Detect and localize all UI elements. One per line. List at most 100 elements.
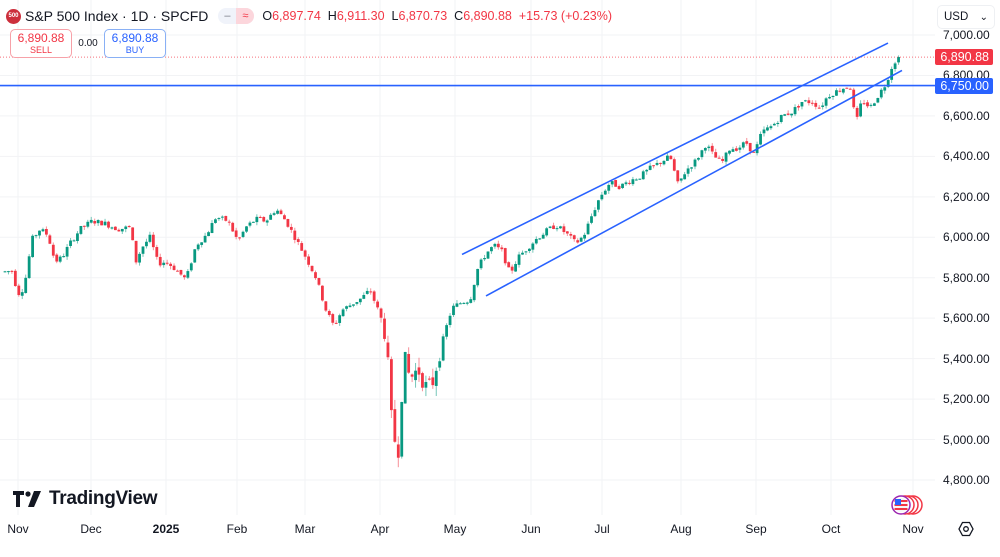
- candle-up: [145, 241, 148, 247]
- candle-down: [376, 301, 379, 308]
- candle-up: [893, 63, 897, 70]
- candle-up: [38, 230, 41, 236]
- candle-up: [41, 229, 45, 232]
- candle-up: [638, 178, 642, 180]
- candle-up: [528, 248, 531, 251]
- candle-down: [714, 152, 718, 158]
- sell-button[interactable]: 6,890.88 SELL: [10, 29, 72, 58]
- candle-down: [234, 230, 238, 237]
- candle-up: [141, 246, 145, 254]
- candle-down: [569, 234, 573, 236]
- candle-down: [48, 235, 52, 244]
- candle-down: [227, 221, 231, 223]
- candle-down: [672, 159, 676, 171]
- candle-up: [220, 216, 224, 218]
- candle-down: [417, 367, 421, 375]
- candle-up: [120, 228, 124, 232]
- candle-up: [869, 104, 873, 106]
- time-tick-label: Nov: [902, 522, 924, 536]
- candle-up: [276, 210, 279, 214]
- candle-down: [45, 229, 48, 235]
- candle-down: [331, 314, 335, 323]
- candle-down: [669, 155, 673, 160]
- buy-button[interactable]: 6,890.88 BUY: [104, 29, 166, 58]
- candle-up: [20, 292, 24, 296]
- candle-down: [286, 219, 290, 227]
- time-tick-label: Jul: [594, 522, 610, 536]
- candle-down: [721, 158, 724, 161]
- candle-up: [124, 226, 128, 230]
- chart-type-toggle[interactable]: – ≈: [218, 8, 255, 24]
- horizontal-line-price-tag[interactable]: 6,750.00: [935, 78, 993, 94]
- candle-up: [597, 200, 600, 210]
- candle-up: [835, 90, 838, 96]
- candle-up: [269, 214, 273, 220]
- candle-up: [255, 216, 259, 223]
- candle-up: [65, 246, 69, 257]
- candle-up: [210, 223, 214, 234]
- candle-up: [769, 126, 773, 129]
- candle-down: [317, 278, 321, 285]
- candle-up: [662, 160, 666, 165]
- candle-up: [193, 249, 197, 263]
- gear-icon[interactable]: [958, 521, 974, 537]
- chart-pane[interactable]: [0, 0, 935, 520]
- candle-down: [786, 113, 790, 115]
- candle-down: [814, 102, 818, 107]
- candle-up: [400, 401, 404, 457]
- candle-up: [355, 302, 359, 304]
- candle-down: [179, 269, 183, 275]
- candle-up: [738, 147, 742, 150]
- channel-lower-line[interactable]: [485, 69, 903, 297]
- us-flag-events-icon[interactable]: [889, 495, 923, 515]
- approx-icon[interactable]: ≈: [236, 8, 255, 24]
- candle-down: [293, 230, 297, 240]
- candle-up: [31, 235, 34, 258]
- candle-up: [697, 157, 700, 160]
- change-value: +15.73 (+0.23%): [518, 9, 612, 23]
- symbol-header: 500 S&P 500 Index · 1D · SPCFD – ≈ O6,89…: [6, 5, 612, 27]
- candle-down: [183, 275, 186, 278]
- candlestick-plot[interactable]: [0, 0, 935, 520]
- sell-price: 6,890.88: [17, 30, 65, 45]
- candle-down: [369, 291, 373, 293]
- candle-down: [390, 359, 393, 411]
- symbol-title[interactable]: S&P 500 Index · 1D · SPCFD: [25, 8, 209, 24]
- candle-up: [24, 277, 28, 294]
- candle-down: [807, 100, 811, 104]
- candle-down: [752, 151, 756, 153]
- candle-up: [493, 243, 497, 247]
- candle-up: [472, 284, 476, 301]
- channel-upper-line[interactable]: [461, 42, 889, 256]
- candle-up: [86, 221, 90, 227]
- candle-down: [507, 262, 511, 268]
- candle-down: [659, 162, 662, 164]
- candle-up: [876, 98, 880, 103]
- candle-up: [741, 142, 745, 148]
- candle-up: [707, 146, 711, 149]
- candle-down: [848, 88, 852, 90]
- candle-down: [165, 262, 169, 264]
- candle-up: [600, 194, 604, 200]
- candle-down: [158, 256, 162, 266]
- candle-up: [783, 114, 787, 116]
- candle-up: [648, 165, 652, 170]
- candle-up: [76, 233, 79, 242]
- low-value: 6,870.73: [398, 9, 448, 23]
- tradingview-logo[interactable]: TradingView: [13, 488, 158, 510]
- minus-icon[interactable]: –: [224, 10, 231, 22]
- candle-up: [27, 256, 31, 279]
- candle-up: [469, 299, 473, 303]
- candle-up: [445, 325, 448, 337]
- candle-up: [365, 290, 369, 294]
- candle-up: [424, 382, 428, 388]
- candle-down: [114, 226, 117, 231]
- brand-name: TradingView: [49, 488, 158, 509]
- candle-up: [779, 114, 783, 123]
- buy-price: 6,890.88: [111, 30, 159, 45]
- currency-select[interactable]: USD ⌄: [938, 6, 994, 28]
- candle-up: [441, 336, 445, 361]
- candle-up: [272, 213, 276, 215]
- candle-down: [327, 311, 331, 315]
- price-tick-label: 6,600.00: [943, 108, 990, 123]
